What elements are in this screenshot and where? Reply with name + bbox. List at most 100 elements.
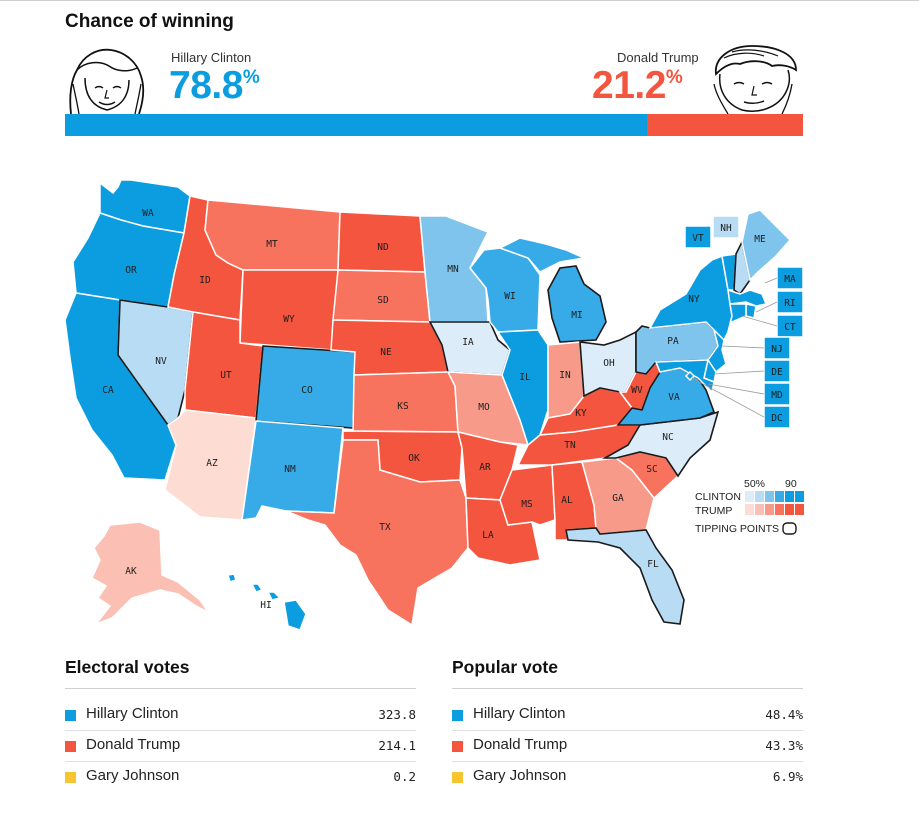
trump-probability-bar — [647, 114, 803, 136]
clinton-name: Hillary Clinton — [171, 50, 252, 65]
label-UT: UT — [220, 370, 232, 381]
electoral-candidate: Hillary Clinton — [86, 705, 179, 722]
label-WV: WV — [631, 385, 643, 396]
clinton-pct-sign: % — [242, 67, 260, 88]
trump-name: Donald Trump — [617, 50, 699, 65]
clinton-portrait-icon — [69, 48, 145, 114]
popular-row-divider — [452, 761, 803, 762]
electoral-title: Electoral votes — [65, 657, 190, 677]
electoral-swatch — [65, 741, 76, 752]
popular-row: Hillary Clinton 48.4% — [452, 700, 803, 730]
label-IL: IL — [519, 372, 531, 383]
popular-value: 6.9% — [772, 769, 803, 784]
label-OH: OH — [603, 358, 615, 369]
state-FL[interactable] — [565, 527, 685, 625]
trump-pct: 21.2% — [592, 64, 683, 108]
label-MO: MO — [478, 402, 490, 413]
label-MA: MA — [784, 274, 796, 285]
label-NM: NM — [284, 464, 296, 475]
legend-trump-swatch — [765, 504, 774, 515]
electoral-value: 323.8 — [378, 707, 416, 722]
box-NH[interactable] — [712, 215, 740, 239]
state-WY[interactable] — [239, 269, 339, 351]
electoral-row-divider — [65, 761, 416, 762]
state-CT[interactable] — [727, 303, 747, 333]
label-DE: DE — [771, 367, 783, 378]
legend-trump-swatch — [795, 504, 804, 515]
state-NJ[interactable] — [707, 327, 727, 374]
popular-value: 48.4% — [765, 707, 803, 722]
label-TX: TX — [379, 522, 391, 533]
label-NV: NV — [155, 356, 167, 367]
label-FL: FL — [647, 559, 659, 570]
electoral-row: Gary Johnson 0.2 — [65, 762, 416, 792]
label-CO: CO — [301, 385, 313, 396]
legend-scale-low: 50% — [744, 478, 765, 490]
trump-pct-sign: % — [665, 67, 683, 88]
clinton-pct-value: 78.8 — [169, 64, 243, 107]
box-VT[interactable] — [684, 225, 712, 249]
label-IN: IN — [559, 370, 571, 381]
chance-title: Chance of winning — [65, 11, 234, 32]
label-PA: PA — [667, 336, 679, 347]
label-WI: WI — [504, 291, 515, 302]
popular-row-divider — [452, 730, 803, 731]
label-VT: VT — [692, 233, 704, 244]
state-ME[interactable] — [741, 209, 792, 282]
legend-scale-high: 90 — [785, 478, 797, 490]
legend-tipping-label: TIPPING POINTS — [695, 523, 779, 535]
popular-swatch — [452, 772, 463, 783]
label-OR: OR — [125, 265, 137, 276]
state-TX[interactable] — [285, 439, 469, 627]
label-CT: CT — [784, 322, 796, 333]
label-MN: MN — [447, 264, 459, 275]
popular-rule — [452, 688, 803, 689]
label-NY: NY — [688, 294, 700, 305]
popular-title: Popular vote — [452, 657, 558, 677]
popular-row: Gary Johnson 6.9% — [452, 762, 803, 792]
electoral-candidate: Gary Johnson — [86, 767, 180, 784]
popular-candidate: Gary Johnson — [473, 767, 567, 784]
popular-row: Donald Trump 43.3% — [452, 731, 803, 761]
legend-trump-swatch — [775, 504, 784, 515]
popular-swatch — [452, 741, 463, 752]
legend-clinton-swatch — [755, 491, 764, 502]
label-IA: IA — [462, 337, 474, 348]
label-SD: SD — [377, 295, 389, 306]
clinton-pct: 78.8% — [169, 64, 260, 108]
state-MI[interactable] — [547, 265, 607, 343]
legend-tipping-swatch — [782, 522, 797, 535]
label-WA: WA — [142, 208, 154, 219]
legend-clinton-scale — [745, 491, 804, 502]
label-AZ: AZ — [206, 458, 218, 469]
label-NE: NE — [380, 347, 392, 358]
legend-clinton-swatch — [765, 491, 774, 502]
label-WY: WY — [283, 314, 295, 325]
label-ID: ID — [199, 275, 211, 286]
label-NH: NH — [720, 223, 732, 234]
top-divider — [0, 0, 919, 1]
popular-candidate: Donald Trump — [473, 736, 568, 753]
label-NC: NC — [662, 432, 673, 443]
legend-trump-swatch — [785, 504, 794, 515]
electoral-value: 0.2 — [393, 769, 416, 784]
legend-clinton-label: CLINTON — [695, 491, 741, 503]
label-NJ: NJ — [771, 344, 782, 355]
state-NM[interactable] — [241, 420, 344, 521]
state-MT[interactable] — [204, 199, 341, 271]
state-NC[interactable] — [601, 410, 720, 478]
label-RI: RI — [784, 298, 795, 309]
state-MI-UP[interactable] — [498, 237, 587, 273]
state-MD[interactable] — [654, 359, 715, 394]
state-RI[interactable] — [745, 303, 757, 319]
state-AK[interactable] — [91, 521, 211, 626]
state-NH[interactable] — [733, 239, 751, 296]
legend-trump-swatch — [755, 504, 764, 515]
label-GA: GA — [612, 493, 624, 504]
trump-portrait-icon — [713, 45, 797, 114]
label-MT: MT — [266, 239, 278, 250]
label-MD: MD — [771, 390, 783, 401]
label-LA: LA — [482, 530, 494, 541]
electoral-row: Hillary Clinton 323.8 — [65, 700, 416, 730]
state-HI[interactable] — [227, 573, 307, 631]
